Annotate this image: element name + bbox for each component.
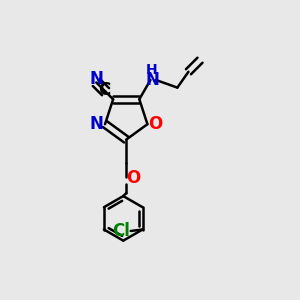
Text: Cl: Cl (112, 222, 130, 240)
Text: N: N (89, 70, 103, 88)
Text: C: C (98, 81, 110, 99)
Text: N: N (90, 115, 104, 133)
Text: O: O (127, 169, 141, 187)
Text: H: H (146, 64, 158, 77)
Text: O: O (148, 115, 163, 133)
Text: N: N (145, 71, 159, 89)
